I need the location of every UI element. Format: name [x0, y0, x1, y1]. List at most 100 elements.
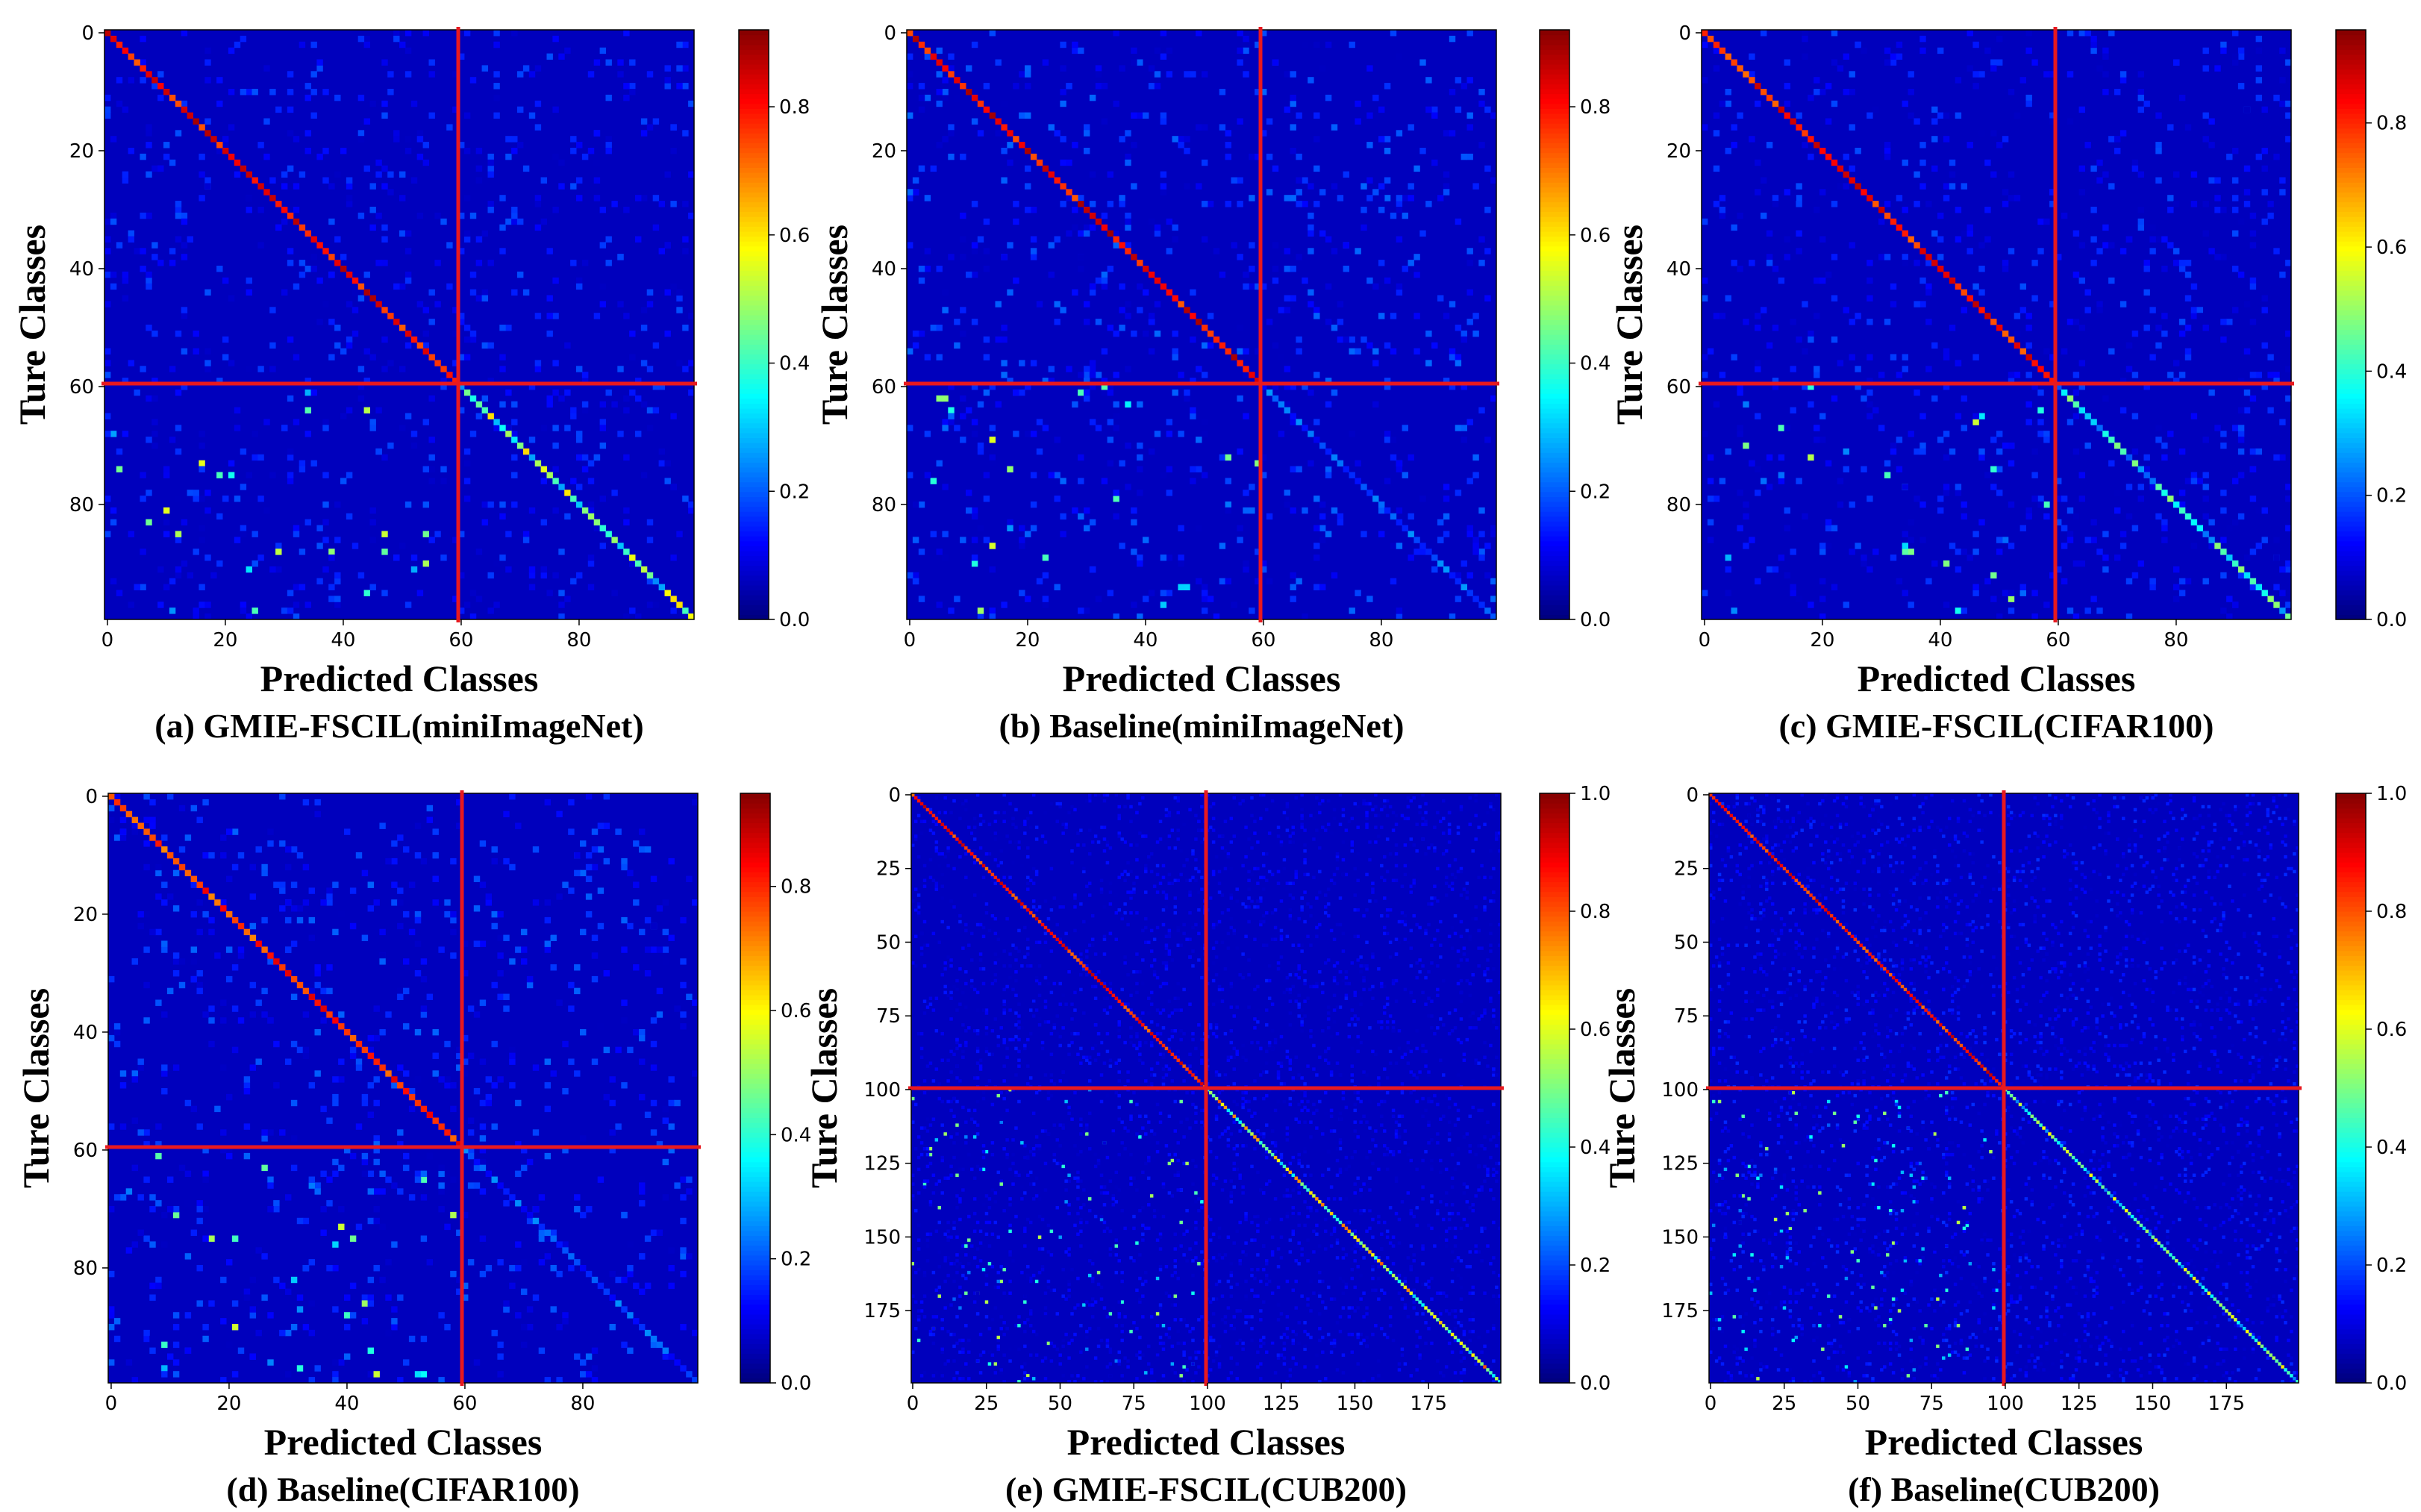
- colorbar-segment: [1540, 491, 1569, 498]
- heatmap-cell: [1025, 65, 1031, 72]
- heatmap-cell: [226, 975, 233, 983]
- heatmap-cell: [1931, 118, 1938, 125]
- heatmap-cell: [334, 342, 341, 349]
- diagonal-cell: [585, 1270, 593, 1278]
- heatmap-cell: [320, 899, 327, 906]
- heatmap-cell: [1202, 419, 1208, 425]
- heatmap-cell: [1048, 124, 1055, 131]
- heatmap-cell: [1725, 89, 1731, 96]
- heatmap-cell: [216, 472, 223, 478]
- heatmap-cell: [1291, 1155, 1295, 1160]
- heatmap-cell: [143, 1017, 150, 1024]
- heatmap-cell: [646, 71, 654, 78]
- heatmap-cell: [1036, 301, 1043, 307]
- heatmap-cell: [1943, 136, 1950, 143]
- heatmap-cell: [954, 342, 960, 349]
- diagonal-cell: [104, 30, 111, 37]
- heatmap-cell: [2078, 242, 2085, 249]
- heatmap-cell: [1819, 89, 1826, 96]
- heatmap-cell: [2072, 319, 2080, 325]
- heatmap-cell: [581, 466, 589, 472]
- heatmap-cell: [1042, 602, 1049, 608]
- diagonal-cell: [1890, 218, 1897, 225]
- heatmap-cell: [546, 313, 553, 319]
- heatmap-cell: [640, 360, 648, 366]
- heatmap-cell: [1048, 271, 1055, 278]
- heatmap-cell: [1060, 41, 1066, 49]
- heatmap-cell: [1200, 1206, 1204, 1210]
- heatmap-cell: [163, 519, 170, 526]
- y-tick-label: 40: [1666, 258, 1691, 281]
- heatmap-cell: [1349, 431, 1355, 437]
- heatmap-cell: [122, 277, 129, 284]
- heatmap-cell: [299, 460, 306, 467]
- heatmap-cell: [1766, 254, 1773, 260]
- diagonal-cell: [593, 519, 601, 526]
- heatmap-cell: [1378, 195, 1385, 202]
- heatmap-cell: [1148, 313, 1155, 319]
- axes-frame: [1701, 29, 2292, 620]
- diagonal-cell: [1755, 83, 1761, 90]
- heatmap-cell: [680, 916, 687, 924]
- heatmap-cell: [1961, 183, 1967, 190]
- heatmap-cell: [971, 554, 978, 561]
- diagonal-cell: [2279, 607, 2286, 614]
- heatmap-cell: [393, 136, 400, 143]
- heatmap-cell: [426, 816, 433, 823]
- heatmap-cell: [416, 153, 424, 160]
- heatmap-cell: [511, 289, 518, 296]
- heatmap-cell: [958, 1338, 962, 1343]
- heatmap-cell: [481, 519, 488, 526]
- heatmap-cell: [585, 893, 593, 900]
- heatmap-cell: [2255, 47, 2262, 54]
- heatmap-cell: [907, 572, 913, 579]
- diagonal-cell: [1266, 389, 1273, 396]
- heatmap-cell: [279, 1282, 286, 1290]
- heatmap-cell: [1313, 554, 1320, 561]
- heatmap-cell: [1477, 1108, 1481, 1113]
- heatmap-cell: [544, 928, 551, 936]
- heatmap-cell: [1872, 549, 1879, 555]
- colorbar-segment: [2336, 344, 2366, 350]
- heatmap-cell: [1125, 484, 1131, 490]
- diagonal-cell: [1125, 248, 1131, 254]
- heatmap-cell: [1450, 1037, 1455, 1042]
- colorbar-segment: [739, 123, 769, 129]
- diagonal-cell: [210, 136, 217, 143]
- heatmap-cell: [2125, 578, 2133, 585]
- heatmap-cell: [302, 1324, 310, 1331]
- heatmap-cell: [1160, 602, 1167, 608]
- colorbar-segment: [2336, 123, 2366, 129]
- heatmap-cell: [960, 236, 966, 243]
- heatmap-cell: [639, 1093, 646, 1101]
- heatmap-cell: [505, 153, 512, 160]
- heatmap-cell: [255, 1058, 262, 1065]
- heatmap-cell: [363, 348, 370, 354]
- heatmap-cell: [310, 460, 317, 467]
- heatmap-cell: [1297, 1241, 1301, 1245]
- heatmap-cell: [1054, 301, 1060, 307]
- diagonal-cell: [334, 260, 341, 266]
- heatmap-cell: [1319, 584, 1326, 590]
- heatmap-cell: [1755, 578, 1761, 585]
- heatmap-cell: [1996, 431, 2003, 437]
- heatmap-cell: [287, 130, 294, 137]
- colorbar-segment: [1540, 167, 1569, 173]
- heatmap-cell: [1160, 590, 1167, 596]
- heatmap-cell: [375, 260, 382, 266]
- heatmap-cell: [1861, 560, 1867, 567]
- heatmap-cell: [1472, 330, 1479, 337]
- heatmap-cell: [1396, 613, 1403, 620]
- heatmap-cell: [1396, 289, 1403, 296]
- heatmap-cell: [499, 248, 506, 254]
- heatmap-cell: [922, 999, 927, 1003]
- diagonal-cell: [1284, 407, 1290, 413]
- heatmap-cell: [1178, 554, 1184, 561]
- heatmap-cell: [576, 437, 583, 443]
- heatmap-cell: [2031, 295, 2038, 302]
- heatmap-cell: [912, 177, 919, 184]
- heatmap-cell: [2202, 496, 2209, 502]
- diagonal-cell: [2267, 596, 2274, 602]
- heatmap-cell: [635, 395, 642, 402]
- heatmap-cell: [1302, 201, 1308, 207]
